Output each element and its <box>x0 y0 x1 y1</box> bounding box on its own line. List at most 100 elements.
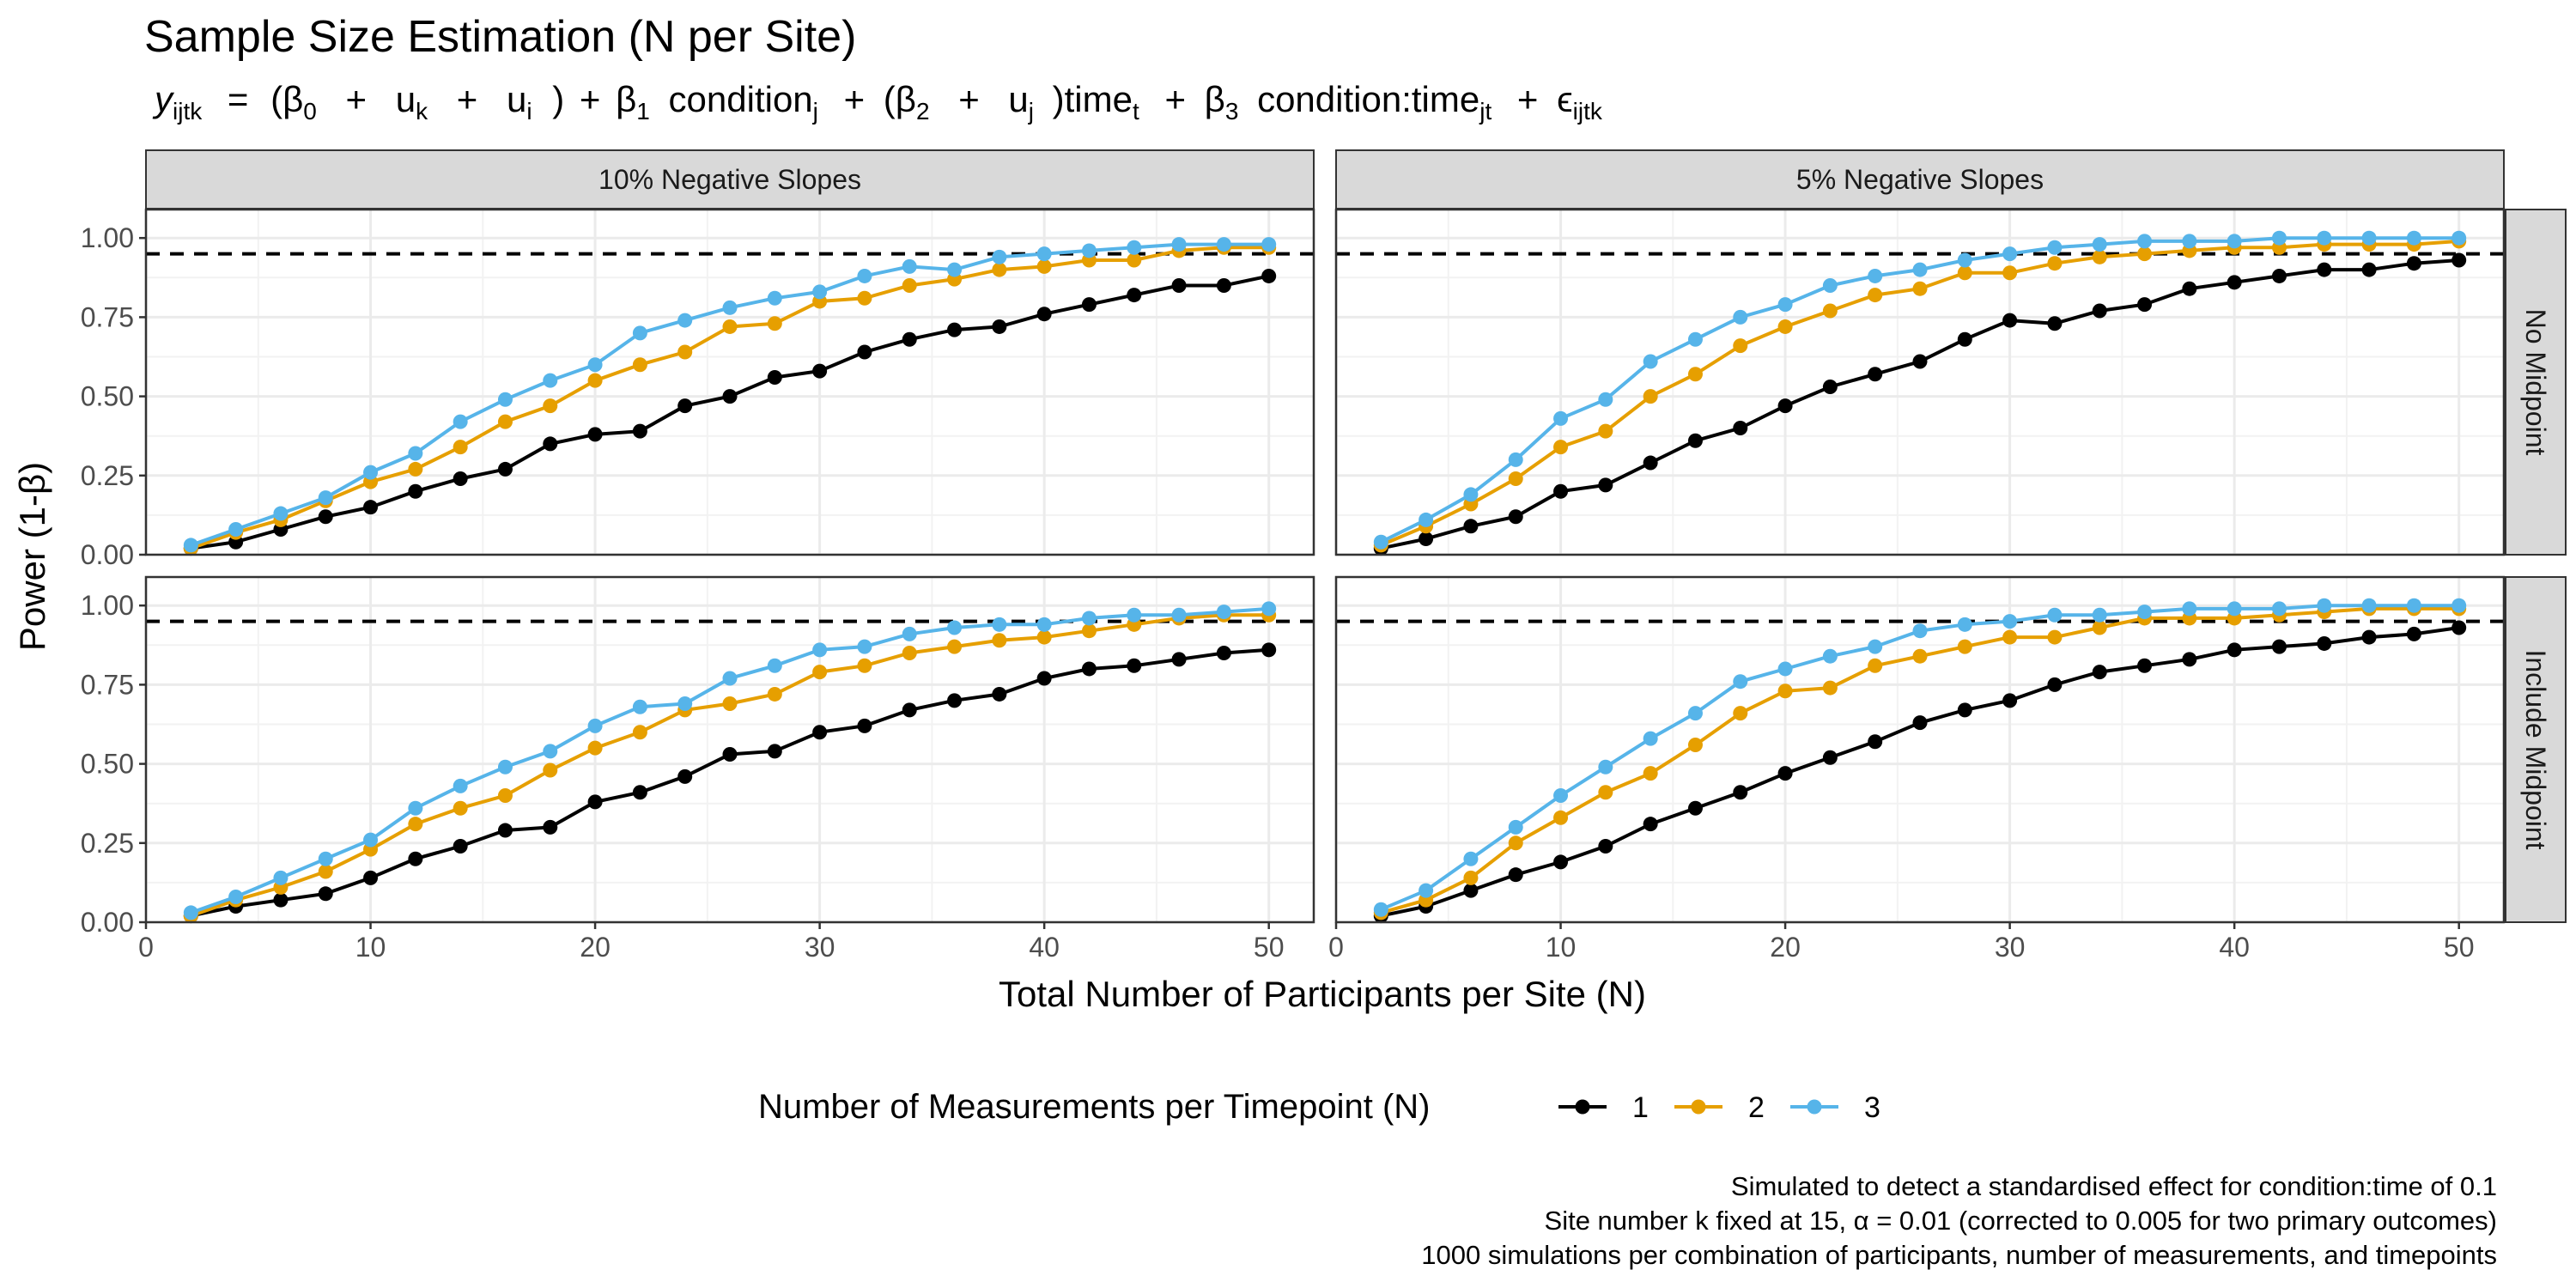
data-point-series-1 <box>1822 380 1838 395</box>
data-point-series-2 <box>1643 389 1658 404</box>
data-point-series-3 <box>2271 230 2287 246</box>
data-point-series-2 <box>1598 423 1613 439</box>
data-point-series-2 <box>543 398 558 414</box>
data-point-series-1 <box>1733 785 1748 800</box>
data-point-series-1 <box>318 886 333 902</box>
data-point-series-1 <box>543 436 558 452</box>
legend-label-2: 2 <box>1748 1091 1765 1124</box>
data-point-series-1 <box>1036 307 1052 322</box>
facet-strip-row-2 <box>2505 576 2567 923</box>
data-point-series-3 <box>1822 278 1838 294</box>
data-point-series-3 <box>2182 601 2197 617</box>
data-point-series-3 <box>992 249 1007 264</box>
data-point-series-1 <box>318 509 333 525</box>
data-point-series-1 <box>1419 532 1434 547</box>
data-point-series-3 <box>812 284 828 300</box>
data-point-series-2 <box>992 262 1007 277</box>
data-point-series-3 <box>767 290 782 306</box>
panel-background <box>146 210 1314 555</box>
data-point-series-3 <box>1777 297 1793 313</box>
data-point-series-3 <box>2137 605 2153 620</box>
x-tick-label: 10 <box>355 932 386 963</box>
legend-label-1: 1 <box>1632 1091 1649 1124</box>
legend-label-3: 3 <box>1864 1091 1880 1124</box>
data-point-series-1 <box>2002 693 2018 708</box>
data-point-series-3 <box>1643 731 1658 746</box>
data-point-series-3 <box>902 258 917 274</box>
data-point-series-2 <box>543 762 558 778</box>
data-point-series-1 <box>1261 642 1277 658</box>
data-point-series-2 <box>1036 629 1052 645</box>
data-point-series-2 <box>812 665 828 680</box>
data-point-series-1 <box>497 823 513 838</box>
data-point-series-3 <box>1643 354 1658 369</box>
x-tick-label: 40 <box>2219 932 2250 963</box>
x-tick-label: 0 <box>138 932 154 963</box>
data-point-series-2 <box>2092 620 2107 635</box>
data-point-series-3 <box>767 658 782 673</box>
data-point-series-2 <box>1822 303 1838 319</box>
data-point-series-3 <box>2271 601 2287 617</box>
data-point-series-2 <box>318 864 333 879</box>
data-point-series-3 <box>318 851 333 866</box>
x-tick-label: 30 <box>1995 932 2026 963</box>
data-point-series-2 <box>453 800 468 816</box>
data-point-series-1 <box>1912 715 1928 731</box>
data-point-series-3 <box>2227 234 2242 249</box>
panel-border <box>1334 208 2506 556</box>
data-point-series-3 <box>228 889 244 904</box>
facet-strip-col-label: 10% Negative Slopes <box>598 164 861 195</box>
data-point-series-1 <box>2361 629 2377 645</box>
data-point-series-3 <box>363 832 379 848</box>
data-point-series-1 <box>1463 519 1479 534</box>
data-point-series-3 <box>497 759 513 775</box>
panel <box>1334 208 2506 556</box>
x-tick-label: 0 <box>1328 932 1344 963</box>
data-point-series-2 <box>767 316 782 331</box>
data-point-series-3 <box>1036 617 1052 632</box>
data-point-series-3 <box>857 639 872 654</box>
data-point-series-1 <box>273 892 289 908</box>
data-point-series-2 <box>1957 639 1972 654</box>
data-point-series-3 <box>1419 883 1434 898</box>
data-point-series-3 <box>1957 252 1972 268</box>
data-point-series-1 <box>812 363 828 379</box>
legend-keys: 1 2 3 <box>1558 1091 1880 1124</box>
data-point-series-1 <box>1733 420 1748 435</box>
data-point-series-3 <box>1081 611 1097 626</box>
data-point-series-2 <box>1598 785 1613 800</box>
data-point-series-1 <box>1598 477 1613 493</box>
data-point-series-2 <box>677 344 693 360</box>
panel-border <box>144 208 1315 556</box>
data-point-series-3 <box>1912 623 1928 639</box>
y-tick-label: 1.00 <box>81 590 134 621</box>
x-tick-label: 20 <box>580 932 611 963</box>
data-point-series-1 <box>2227 275 2242 290</box>
data-point-series-1 <box>1643 455 1658 471</box>
data-point-series-3 <box>2317 598 2332 613</box>
x-tick-label: 50 <box>1254 932 1285 963</box>
data-point-series-1 <box>1171 278 1187 294</box>
data-point-series-3 <box>2002 246 2018 262</box>
data-point-series-3 <box>2092 237 2107 252</box>
data-point-series-3 <box>408 446 423 461</box>
y-tick-label: 0.75 <box>81 669 134 700</box>
data-point-series-1 <box>1643 817 1658 832</box>
data-point-series-3 <box>1081 243 1097 258</box>
data-point-series-1 <box>2047 677 2063 692</box>
data-point-series-2 <box>857 658 872 673</box>
data-point-series-3 <box>1463 851 1479 866</box>
data-point-series-1 <box>1171 652 1187 667</box>
data-point-series-3 <box>1508 819 1523 835</box>
data-point-series-1 <box>408 851 423 866</box>
data-point-series-1 <box>2227 642 2242 658</box>
data-point-series-1 <box>2137 297 2153 313</box>
data-point-series-3 <box>1553 787 1569 803</box>
data-point-series-3 <box>722 671 738 686</box>
data-point-series-1 <box>1216 646 1231 661</box>
data-point-series-3 <box>1373 534 1388 550</box>
data-point-series-3 <box>1733 309 1748 325</box>
data-point-series-1 <box>1463 883 1479 898</box>
data-point-series-2 <box>722 696 738 712</box>
